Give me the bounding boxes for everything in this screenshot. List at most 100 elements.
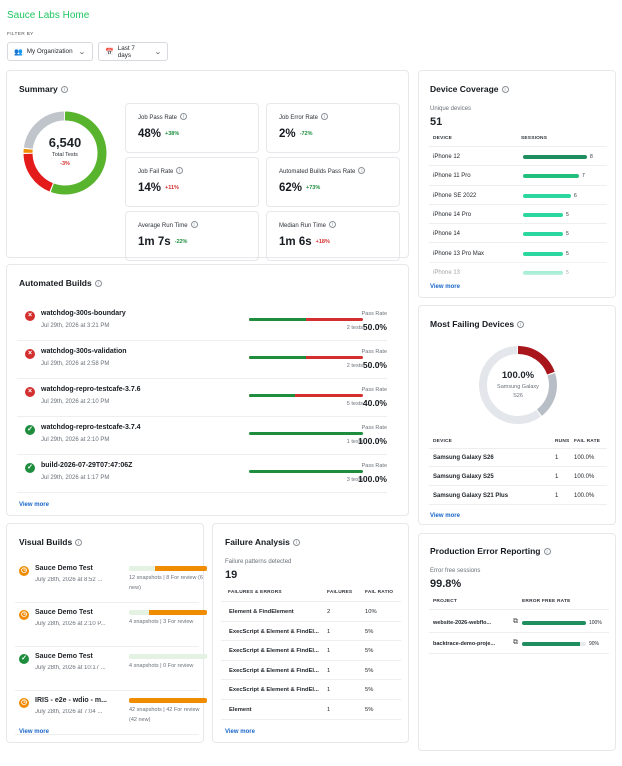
pass-rate-value: 40.0% (362, 398, 387, 408)
build-row[interactable]: ✓ watchdog-repro-testcafe-3.7.4 Jul 29th, … (17, 417, 387, 455)
donut-segment (479, 346, 557, 424)
device-runs: 1 (555, 455, 559, 461)
filter-by-label: FILTER BY (7, 32, 34, 37)
project-name[interactable]: backtrace-demo-proje... (433, 641, 496, 647)
build-row[interactable]: × watchdog-300s-boundary Jul 29th, 2026 at… (17, 303, 387, 341)
device-row: iPhone SE 2022 6 (429, 186, 607, 205)
info-icon[interactable]: i (176, 167, 184, 174)
info-icon[interactable]: i (292, 539, 300, 546)
summary-donut-chart (23, 111, 107, 195)
visual-build-row[interactable]: ◷ Sauce Demo Test July 28th, 2026 at 2:10 … (15, 602, 207, 647)
people-icon: 👥 (14, 48, 23, 56)
info-icon[interactable]: i (321, 113, 329, 120)
total-tests-value: 6,540 (48, 135, 82, 150)
visual-build-name[interactable]: Sauce Demo Test (35, 609, 93, 616)
metric-card: Automated Builds Pass Rate i 62% +73% (266, 157, 400, 207)
metric-value: 1m 7s -22% (138, 236, 187, 248)
metric-value-text: 48% (138, 128, 162, 140)
builds-view-more[interactable]: View more (19, 502, 49, 508)
automated-builds-title: Automated Builds i (19, 278, 102, 288)
info-icon[interactable]: i (60, 86, 68, 93)
failing-device-row: Samsung Galaxy S26 1 100.0% (429, 449, 607, 467)
visual-build-row[interactable]: ◷ Sauce Demo Test July 28th, 2026 at 8:52 … (15, 558, 207, 603)
production-errors-card: Production Error Reporting i Error free s… (418, 533, 616, 751)
failure-row[interactable]: Element & FindElement 2 10% (221, 602, 401, 622)
donut-segment (23, 111, 107, 195)
visual-builds-view-more[interactable]: View more (19, 729, 49, 735)
visual-build-row[interactable]: ✓ Sauce Demo Test July 28th, 2026 at 10:17… (15, 646, 207, 691)
info-icon[interactable]: i (75, 539, 83, 546)
project-row[interactable]: backtrace-demo-proje... ⧉ 90% (429, 633, 609, 654)
snapshot-summary: 4 snapshots | 3 For review (129, 619, 194, 625)
sessions-bar (523, 174, 579, 179)
pass-rate-fill (249, 318, 306, 321)
metric-value-text: 14% (138, 182, 162, 194)
failure-analysis-view-more[interactable]: View more (225, 729, 255, 735)
visual-build-row[interactable]: ◷ IRIS - e2e - wdio - m... July 28th, 2026… (15, 690, 207, 735)
build-row[interactable]: × watchdog-repro-testcafe-3.7.6 Jul 29th, … (17, 379, 387, 417)
build-name[interactable]: watchdog-300s-boundary (41, 310, 126, 317)
x-circle-icon: × (25, 387, 35, 397)
metric-label: Job Pass Rate i (138, 113, 188, 121)
visual-build-name[interactable]: Sauce Demo Test (35, 653, 93, 660)
failure-count: 1 (327, 667, 331, 674)
build-name[interactable]: build-2026-07-29T07:47:06Z (41, 462, 133, 469)
failing-devices-card: Most Failing Devices i 100.0% Samsung Gal… (418, 305, 616, 525)
device-row: iPhone 11 Pro 7 (429, 166, 607, 186)
failure-row[interactable]: ExecScript & Element & FindEl... 1 5% (221, 661, 401, 681)
metric-value: 2% -72% (279, 128, 312, 140)
summary-card: Summary i 6,540 Total Tests -3% Job Pass … (6, 70, 409, 261)
build-date: Jul 29th, 2026 at 1:17 PM (41, 475, 110, 481)
device-row: iPhone 14 Pro 5 (429, 205, 607, 225)
failing-device-row: Samsung Galaxy S21 Plus 1 100.0% (429, 487, 607, 505)
failure-row[interactable]: Element 1 5% (221, 700, 401, 720)
device-name: iPhone 13 Pro Max (433, 250, 485, 257)
date-range-dropdown[interactable]: 📅 Last 7 days ⌄ (98, 42, 168, 61)
info-icon[interactable]: i (329, 221, 337, 228)
external-link-icon[interactable]: ⧉ (513, 618, 518, 625)
info-icon[interactable]: i (180, 113, 188, 120)
info-icon[interactable]: i (501, 86, 509, 93)
pass-rate-bar (249, 394, 363, 397)
device-row: iPhone 12 8 (429, 147, 607, 167)
failure-name: Element & FindElement (229, 609, 294, 615)
review-fill (129, 698, 207, 703)
build-tests-count: 3 tests (346, 477, 363, 483)
build-name[interactable]: watchdog-repro-testcafe-3.7.6 (41, 386, 141, 393)
info-icon[interactable]: i (517, 321, 525, 328)
build-row[interactable]: ✓ build-2026-07-29T07:47:06Z Jul 29th, 202… (17, 455, 387, 493)
info-icon[interactable]: i (358, 167, 366, 174)
automated-builds-card: Automated Builds i × watchdog-300s-boundar… (6, 264, 409, 516)
info-icon[interactable]: i (190, 221, 198, 228)
organization-dropdown[interactable]: 👥 My Organization ⌄ (7, 42, 93, 61)
external-link-icon[interactable]: ⧉ (513, 639, 518, 646)
build-row[interactable]: × watchdog-300s-validation Jul 29th, 2026 … (17, 341, 387, 379)
project-name[interactable]: website-2026-webflo... (433, 620, 492, 626)
project-row[interactable]: website-2026-webflo... ⧉ 100% (429, 612, 609, 633)
device-name: iPhone 14 Pro (433, 211, 472, 218)
metric-card: Job Fail Rate i 14% +11% (125, 157, 259, 207)
failing-center-label: Samsung Galaxy S26 (497, 384, 539, 399)
column-failures: FAILURES (327, 590, 353, 595)
info-icon[interactable]: i (94, 280, 102, 287)
info-icon[interactable]: i (543, 548, 551, 555)
error-free-rate: 90% (589, 641, 600, 647)
failure-name: ExecScript & Element & FindEl... (229, 667, 319, 674)
device-name: iPhone 11 Pro (433, 173, 471, 180)
visual-build-name[interactable]: IRIS - e2e - wdio - m... (35, 697, 107, 704)
build-name[interactable]: watchdog-repro-testcafe-3.7.4 (41, 424, 141, 431)
device-fail-rate: 100.0% (574, 493, 595, 499)
date-range-value: Last 7 days (117, 44, 135, 59)
device-fade (429, 257, 607, 283)
failure-row[interactable]: ExecScript & Element & FindEl... 1 5% (221, 641, 401, 661)
visual-build-name[interactable]: Sauce Demo Test (35, 565, 93, 572)
failure-row[interactable]: ExecScript & Element & FindEl... 1 5% (221, 680, 401, 700)
failing-devices-view-more[interactable]: View more (430, 513, 460, 519)
failure-analysis-card: Failure Analysis i Failure patterns detec… (212, 523, 409, 743)
failure-row[interactable]: ExecScript & Element & FindEl... 1 5% (221, 622, 401, 642)
snapshot-summary: 4 snapshots | 0 For review (129, 663, 194, 669)
build-name[interactable]: watchdog-300s-validation (41, 348, 127, 355)
device-coverage-view-more[interactable]: View more (430, 284, 460, 290)
pass-rate-bar (249, 356, 363, 359)
sessions-bar (523, 251, 563, 256)
